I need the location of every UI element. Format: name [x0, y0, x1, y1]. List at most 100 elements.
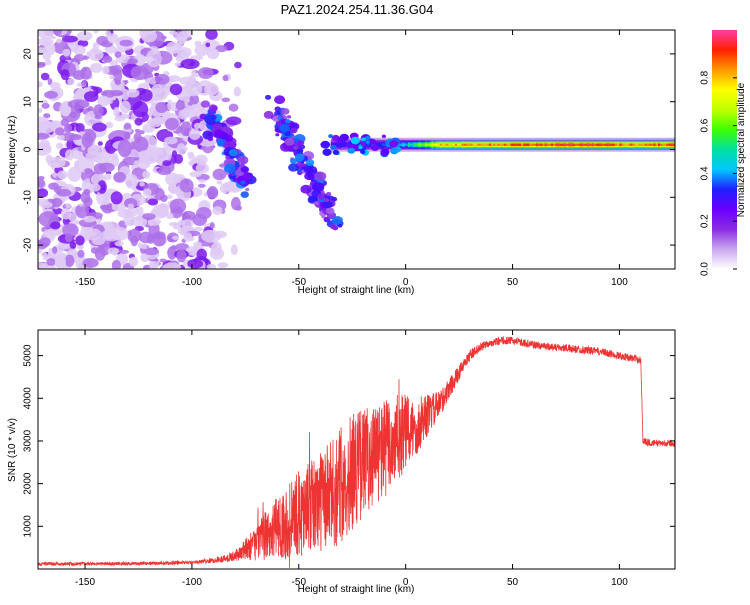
carrier-band-core [670, 143, 674, 146]
spectrogram-noise-blob [92, 237, 106, 246]
spectrogram-noise-blob [175, 243, 190, 252]
carrier-band-core [565, 143, 569, 146]
spectrogram-track-blob [284, 131, 291, 137]
spectrogram-track-blob [329, 223, 337, 230]
carrier-band-core [649, 143, 652, 146]
spectrogram-noise-blob [190, 55, 204, 61]
spectrogram-noise-blob [83, 215, 96, 223]
spectrogram-noise-blob [69, 111, 78, 119]
spectrogram-noise-blob [204, 83, 219, 96]
carrier-band-core [570, 143, 573, 146]
spectrogram-noise-blob [54, 127, 65, 136]
spectrogram-track-blob [300, 184, 312, 194]
carrier-band-core [499, 143, 503, 146]
spectrogram-noise-blob [56, 188, 72, 197]
spectrogram-noise-blob [92, 122, 107, 132]
spectrogram-track-blob [296, 140, 305, 147]
spectrogram-noise-blob [93, 30, 99, 34]
carrier-band-core [544, 143, 548, 146]
spectrogram-noise-blob [38, 178, 46, 188]
carrier-blob [361, 142, 366, 147]
carrier-band-core [452, 143, 456, 146]
spectrogram-noise-blob [142, 170, 151, 179]
colorbar-tick-label: 0.6 [700, 118, 711, 132]
spectrogram-noise-blob [188, 128, 201, 140]
carrier-band-core [414, 143, 417, 146]
carrier-blob [350, 136, 360, 145]
x-tick-label: -150 [75, 277, 95, 288]
carrier-band-core [444, 143, 447, 146]
carrier-band-core [531, 143, 535, 146]
spectrogram-noise-blob [113, 106, 120, 117]
carrier-band-core [442, 143, 445, 146]
spectrogram-track-blob [204, 114, 216, 124]
spectrogram-noise-blob [120, 113, 130, 119]
spectrogram-track-blob [274, 95, 286, 105]
spectrogram-noise-blob [139, 181, 145, 187]
spectrogram-noise-blob [79, 203, 84, 207]
spectrogram-noise-blob [64, 149, 75, 161]
carrier-band-core [529, 143, 533, 146]
carrier-band-core [553, 143, 556, 146]
carrier-blob [380, 148, 390, 156]
spectrogram-noise-blob [134, 117, 143, 126]
spectrogram-noise-blob [176, 143, 186, 155]
snr-ylabel: SNR (10 * v/v) [7, 418, 18, 482]
carrier-band-core [514, 143, 518, 146]
spectrogram-noise-blob [147, 198, 159, 206]
y-tick-label: 5000 [23, 344, 34, 367]
spectrogram-noise-blob [195, 162, 209, 174]
carrier-band-core [555, 143, 558, 146]
carrier-blob [332, 149, 340, 155]
carrier-band-core [435, 143, 439, 146]
carrier-band-core [563, 143, 567, 146]
carrier-band-core [527, 143, 531, 146]
spectrogram-noise-blob [190, 69, 197, 77]
carrier-band-core [503, 143, 507, 146]
spectrogram-noise-blob [108, 60, 119, 67]
spectrogram-noise-blob [80, 191, 91, 204]
carrier-band-core [510, 143, 513, 146]
spectrogram-noise-blob [123, 79, 129, 84]
spectrogram-noise-blob [155, 101, 168, 114]
carrier-band-core [431, 143, 434, 146]
carrier-band-core [540, 143, 543, 146]
snr-y-ticks: 1000 2000 3000 4000 5000 [23, 344, 675, 537]
carrier-band-core [516, 143, 520, 146]
carrier-blob [361, 137, 366, 142]
carrier-band-core [454, 143, 458, 146]
colorbar-tick-label: 0.8 [700, 70, 711, 84]
spectrogram-noise-blob [62, 223, 79, 237]
spectrogram-noise-blob [142, 188, 152, 197]
carrier-band-core [463, 143, 466, 146]
spectrogram-noise-blob [89, 183, 101, 192]
spectrogram-noise-blob [154, 231, 166, 240]
x-tick-label: -150 [75, 577, 95, 588]
spectrogram-noise-blob [187, 258, 204, 269]
spectrogram-noise-blob [56, 38, 62, 44]
carrier-band-core [623, 143, 627, 146]
spectrogram-track-blob [228, 149, 238, 157]
spectrogram-noise-blob [219, 183, 230, 194]
carrier-band-core [657, 143, 661, 146]
spectrogram-noise-blob [142, 213, 156, 220]
snr-series-line [38, 335, 675, 568]
spectrogram-noise-blob [94, 114, 102, 120]
spectrogram-noise-blob [145, 49, 162, 68]
spectrogram-noise-blob [118, 249, 129, 254]
spectrogram-noise-blob [38, 30, 55, 40]
spectrogram-track-blob [305, 159, 315, 167]
spectrogram-track-blob [207, 132, 213, 137]
spectrogram-noise-blob [67, 78, 75, 86]
carrier-band-core [501, 143, 505, 146]
colorbar-tick-label: 0.0 [700, 262, 711, 276]
carrier-band-core [469, 143, 473, 146]
snr-panel: -150 -100 -50 0 50 100 1000 2000 3000 4000 5000 H… [7, 329, 676, 595]
spectrogram-track-blob [279, 123, 290, 133]
carrier-band-core [518, 143, 522, 146]
spectrogram-noise-blob [180, 58, 200, 70]
spectrogram-noise-blob [89, 62, 103, 73]
spectrogram-noise-blob [119, 39, 133, 47]
spectrogram-noise-blob [142, 123, 155, 133]
